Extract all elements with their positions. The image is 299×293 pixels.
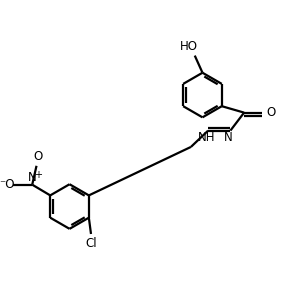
Text: NH: NH [198,132,215,144]
Text: N: N [28,171,36,184]
Text: N: N [224,132,233,144]
Text: O: O [33,150,43,163]
Text: +: + [34,170,42,180]
Text: Cl: Cl [85,237,97,250]
Text: O: O [266,106,275,119]
Text: ⁻O: ⁻O [0,178,15,191]
Text: HO: HO [180,40,198,53]
